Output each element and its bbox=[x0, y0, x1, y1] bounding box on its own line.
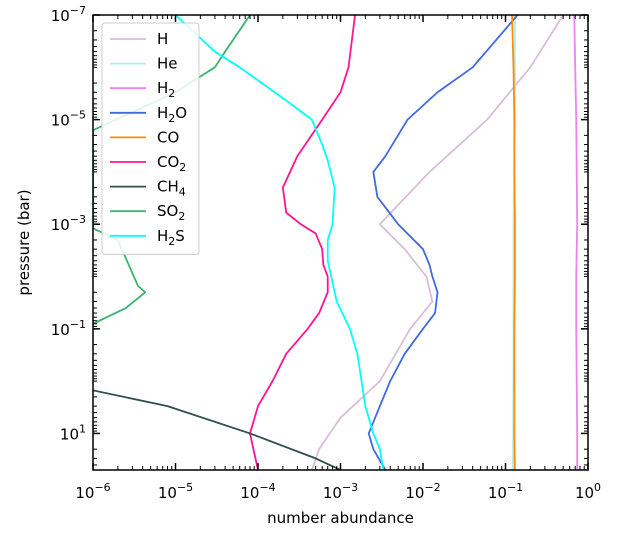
legend: H He H2 H2O CO CO2 CH4 SO2 H2S bbox=[101, 22, 200, 255]
legend-label: CH4 bbox=[157, 178, 186, 199]
legend-frame bbox=[101, 22, 200, 255]
tick-layer: 10−6 10−5 10−4 10−3 10−2 10−1 100 10−7 10−5 10−3 1… bbox=[51, 4, 601, 502]
x-tick-label: 10−2 bbox=[405, 481, 440, 502]
x-tick-label: 10−1 bbox=[488, 481, 523, 502]
legend-label: H2O bbox=[157, 104, 187, 125]
y-tick-label: 101 bbox=[60, 422, 86, 443]
y-axis-label: pressure (bar) bbox=[15, 189, 33, 295]
x-tick-label: 10−6 bbox=[75, 481, 110, 502]
x-tick-label: 100 bbox=[575, 481, 601, 502]
series-line-h2s bbox=[174, 15, 385, 470]
legend-label: He bbox=[157, 55, 178, 73]
y-tick-label: 10−7 bbox=[51, 4, 86, 25]
x-tick-label: 10−5 bbox=[158, 481, 193, 502]
legend-label: CO2 bbox=[157, 153, 186, 174]
series-line-co2 bbox=[249, 15, 356, 470]
legend-label: H bbox=[157, 30, 168, 48]
series-line-ch4 bbox=[93, 389, 341, 470]
series-layer bbox=[93, 15, 579, 470]
series-line-h2o bbox=[367, 15, 519, 470]
legend-label: CO bbox=[157, 128, 179, 146]
x-tick-label: 10−4 bbox=[240, 481, 275, 502]
series-line-h2 bbox=[573, 15, 579, 470]
y-tick-label: 10−5 bbox=[51, 109, 86, 130]
series-line-co bbox=[511, 15, 516, 470]
y-tick-label: 10−3 bbox=[51, 213, 86, 234]
series-line-h bbox=[311, 15, 564, 470]
legend-label: H2S bbox=[157, 227, 185, 248]
x-axis-label: number abundance bbox=[267, 509, 414, 527]
y-tick-label: 10−1 bbox=[51, 318, 86, 339]
legend-label: H2 bbox=[157, 79, 175, 100]
legend-label: SO2 bbox=[157, 202, 185, 223]
series-line-so2 bbox=[93, 15, 251, 325]
x-tick-label: 10−3 bbox=[323, 481, 358, 502]
